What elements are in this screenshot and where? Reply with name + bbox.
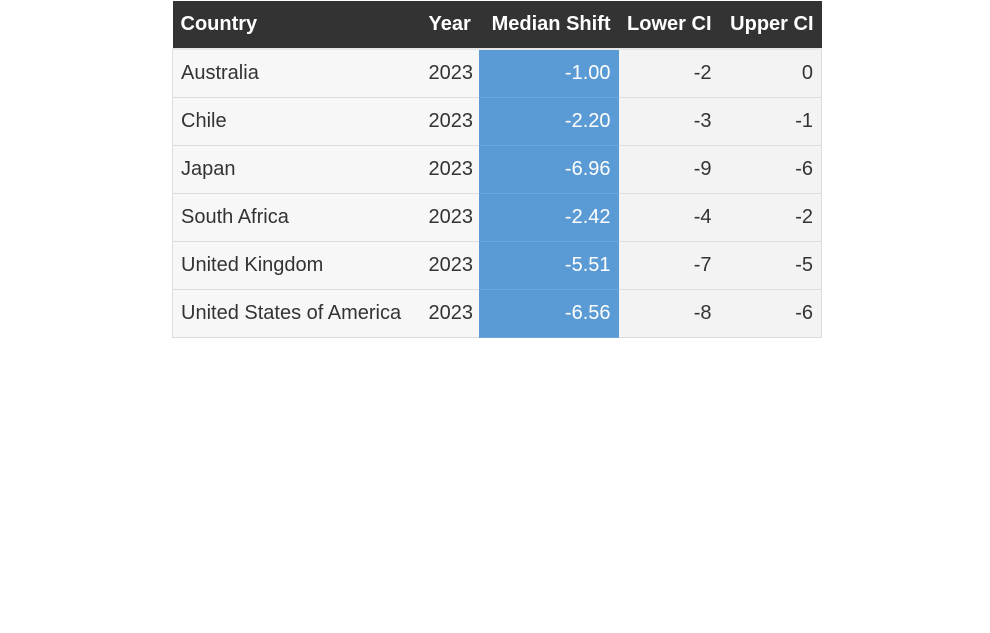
cell-year: 2023 [420,97,479,146]
header-lower-ci: Lower CI [618,1,720,50]
cell-lower-ci: -2 [618,49,720,98]
table-row: Chile 2023 -2.20 -3 -1 [172,97,822,146]
header-median-shift: Median Shift [478,1,619,50]
cell-country: Australia [172,49,421,98]
cell-median-shift: -5.51 [478,241,619,290]
header-upper-ci: Upper CI [719,1,822,50]
header-year: Year [420,1,479,50]
header-country: Country [172,1,421,50]
cell-lower-ci: -3 [618,97,720,146]
cell-median-shift: -1.00 [478,49,619,98]
cell-lower-ci: -9 [618,145,720,194]
cell-upper-ci: -1 [719,97,822,146]
cell-median-shift: -2.42 [478,193,619,242]
cell-year: 2023 [420,241,479,290]
cell-lower-ci: -8 [618,289,720,338]
cell-country: United States of America [172,289,421,338]
cell-year: 2023 [420,289,479,338]
cell-year: 2023 [420,49,479,98]
cell-country: Chile [172,97,421,146]
table-row: South Africa 2023 -2.42 -4 -2 [172,193,822,242]
table-row: United Kingdom 2023 -5.51 -7 -5 [172,241,822,290]
cell-country: United Kingdom [172,241,421,290]
cell-upper-ci: -6 [719,289,822,338]
data-table: Country Year Median Shift Lower CI Upper… [172,1,822,338]
cell-country: Japan [172,145,421,194]
cell-upper-ci: -2 [719,193,822,242]
cell-country: South Africa [172,193,421,242]
cell-upper-ci: -6 [719,145,822,194]
cell-median-shift: -6.96 [478,145,619,194]
cell-upper-ci: 0 [719,49,822,98]
table-row: Japan 2023 -6.96 -9 -6 [172,145,822,194]
cell-lower-ci: -4 [618,193,720,242]
header-row: Country Year Median Shift Lower CI Upper… [172,1,822,50]
cell-upper-ci: -5 [719,241,822,290]
cell-year: 2023 [420,145,479,194]
cell-year: 2023 [420,193,479,242]
cell-median-shift: -2.20 [478,97,619,146]
cell-median-shift: -6.56 [478,289,619,338]
cell-lower-ci: -7 [618,241,720,290]
table-row: United States of America 2023 -6.56 -8 -… [172,289,822,338]
table-row: Australia 2023 -1.00 -2 0 [172,49,822,98]
